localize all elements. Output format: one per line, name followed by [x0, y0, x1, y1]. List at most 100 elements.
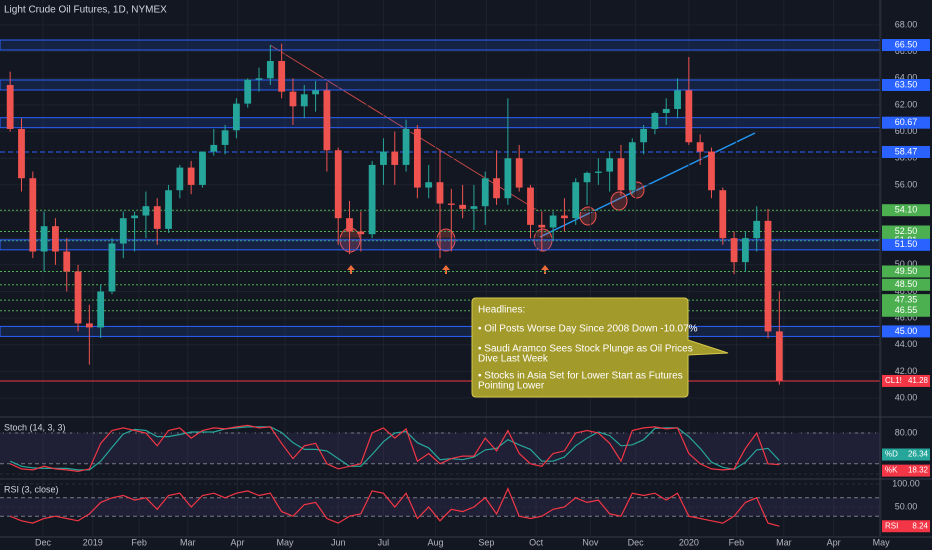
level-label: 45.00 — [895, 326, 918, 336]
level-label: 48.50 — [895, 279, 918, 289]
legend-label: %D — [885, 450, 898, 459]
candle-body — [696, 142, 704, 152]
x-tick-label: Jun — [331, 537, 346, 547]
y-tick-label: 100.00 — [892, 478, 920, 488]
candle-body — [346, 218, 353, 232]
candle-body — [493, 178, 500, 199]
chart-title: Light Crude Oil Futures, 1D, NYMEX — [4, 5, 167, 16]
candle-body — [606, 158, 614, 172]
candle-body — [685, 90, 693, 143]
candle-body — [527, 187, 534, 225]
level-badge — [882, 304, 930, 317]
band — [0, 433, 880, 464]
level-badge — [882, 294, 930, 307]
x-tick-label: Jul — [378, 537, 390, 547]
candle-body — [176, 167, 184, 191]
headline-box: Headlines: • Oil Posts Worse Day Since 2… — [471, 297, 729, 398]
level-badge — [882, 325, 930, 338]
level-badge — [882, 145, 930, 158]
level-label: 51.50 — [895, 239, 918, 249]
arrow — [541, 265, 549, 274]
candle-body — [18, 128, 25, 179]
level-label: 54.10 — [895, 205, 918, 215]
candle-body — [594, 171, 602, 173]
candle-body — [447, 203, 455, 205]
candle-body — [628, 142, 636, 191]
circle — [610, 191, 628, 211]
candle-body — [549, 215, 557, 228]
level-badge — [882, 265, 930, 278]
level-badge — [882, 225, 930, 238]
candle-body — [357, 231, 365, 235]
candle-body — [572, 182, 580, 219]
candle-body — [640, 128, 647, 143]
level-label: 60.67 — [895, 117, 918, 127]
candle-body — [131, 215, 138, 219]
candle-body — [119, 218, 127, 244]
x-tick-label: Mar — [180, 537, 196, 547]
x-tick-label: 2020 — [679, 537, 699, 547]
x-tick-label: Dec — [35, 537, 52, 547]
level-label: 46.55 — [895, 305, 918, 315]
level-zone — [0, 39, 881, 51]
candle-body — [52, 226, 59, 252]
candle-body — [63, 251, 71, 272]
candle-body — [481, 178, 489, 207]
x-tick-label: Mar — [776, 537, 792, 547]
x-tick-label: Aug — [427, 537, 443, 547]
y-tick-label: 56.00 — [895, 179, 918, 189]
value-label: 8.24 — [912, 521, 928, 530]
candle-body — [368, 164, 376, 235]
y-tick-label: 50.00 — [895, 259, 918, 269]
value-label: 18.32 — [908, 466, 929, 475]
candle-body — [165, 190, 172, 229]
y-tick-label: 80.00 — [895, 427, 918, 437]
y-tick-label: 48.00 — [895, 286, 918, 296]
level-label: 47.35 — [895, 294, 918, 304]
candle-body — [312, 90, 319, 95]
candle-body — [142, 206, 150, 216]
level-badge — [882, 204, 930, 217]
level-badge — [882, 238, 930, 251]
x-tick-label: May — [277, 537, 295, 547]
level-label: 58.47 — [895, 146, 918, 156]
candle-body — [74, 271, 82, 324]
y-tick-label: 46.00 — [895, 312, 918, 322]
callout-item: • Saudi Aramco Sees Stock Plunge as Oil … — [478, 344, 693, 355]
candle-body — [266, 61, 274, 79]
y-tick-label: 44.00 — [895, 339, 918, 349]
candle-body — [730, 238, 738, 263]
candle-body — [210, 144, 218, 152]
candle-body — [617, 158, 625, 191]
arrow — [442, 265, 450, 274]
level-label: 52.50 — [895, 226, 918, 236]
last-price-badge — [882, 374, 930, 387]
candle-body — [97, 291, 105, 328]
level-zone — [0, 79, 881, 91]
candle-body — [300, 94, 308, 107]
y-tick-label: 64.00 — [895, 73, 918, 83]
value-label: 26.34 — [908, 450, 929, 459]
last-price-label: 41.28 — [908, 376, 929, 385]
candle-body — [470, 206, 478, 209]
level-label: 63.50 — [895, 79, 918, 89]
y-tick-label: 40.00 — [895, 392, 918, 402]
callout-item: Pointing Lower — [478, 381, 545, 392]
y-tick-label: 60.00 — [895, 126, 918, 136]
value-badge — [882, 448, 930, 461]
level-zone — [0, 117, 881, 129]
x-tick-label: Feb — [131, 537, 147, 547]
level-badge — [882, 116, 930, 129]
candle-body — [436, 182, 444, 204]
candle-body — [504, 158, 512, 199]
pane-title: RSI (3, close) — [4, 484, 59, 494]
level-badge — [882, 78, 930, 91]
candle-body — [708, 151, 715, 191]
candle-body — [108, 243, 116, 292]
candle-body — [775, 331, 783, 381]
candle-body — [425, 182, 433, 188]
x-tick-label: 2019 — [83, 537, 103, 547]
candle-body — [233, 103, 240, 131]
